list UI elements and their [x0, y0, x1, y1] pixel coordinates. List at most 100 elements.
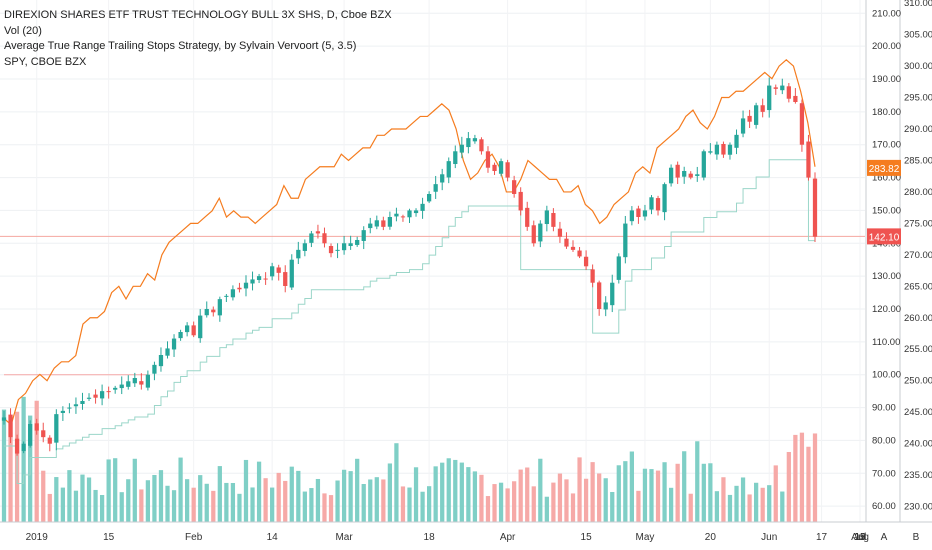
candle-body: [727, 144, 733, 155]
volume-bar: [198, 475, 203, 522]
volume-bar: [328, 495, 334, 522]
candle-body: [47, 437, 52, 444]
candle-body: [41, 430, 46, 438]
candle-body: [407, 210, 412, 218]
volume-bar: [695, 441, 700, 522]
volume-bar: [270, 487, 275, 522]
candle-body: [446, 161, 451, 178]
volume-bar: [21, 396, 26, 522]
left-axis-tick-label: 170.00: [872, 140, 901, 151]
candle-body: [80, 401, 85, 404]
candle-body: [518, 191, 523, 211]
x-tick-label: 20: [705, 532, 717, 543]
x-tick-label: 15: [854, 532, 866, 543]
volume-bar: [453, 459, 458, 522]
volume-bar: [420, 491, 425, 522]
candle-body: [780, 85, 785, 91]
left-axis-tick-label: 120.00: [872, 304, 901, 315]
volume-bar: [426, 486, 432, 522]
volume-bar: [283, 480, 288, 522]
candle-body: [67, 407, 72, 409]
volume-bar: [597, 473, 602, 522]
right-axis-tick-label: 290.00: [904, 124, 932, 135]
volume-bar: [446, 458, 451, 522]
volume-bar: [132, 458, 137, 522]
volume-bar: [512, 481, 517, 522]
candle-body: [485, 151, 491, 168]
volume-bar: [793, 434, 798, 522]
volume-bar: [668, 487, 674, 522]
volume-bar: [243, 459, 249, 522]
candle-body: [734, 134, 739, 148]
candle-body: [381, 220, 386, 227]
volume-bar: [113, 458, 118, 522]
candle-body: [328, 245, 334, 254]
volume-bar: [47, 493, 52, 522]
volume-bar: [525, 467, 530, 522]
candle-body: [374, 220, 379, 227]
candle-body: [714, 144, 720, 155]
left-axis-tick-label: 180.00: [872, 107, 901, 118]
volume-bar: [662, 462, 667, 522]
candle-body: [544, 210, 549, 225]
right-axis-tick-label: 310.00: [904, 0, 932, 9]
volume-bar: [642, 468, 648, 522]
candle-body: [158, 355, 164, 367]
volume-bar: [158, 470, 164, 522]
right-axis-tick-label: 295.00: [904, 93, 932, 104]
candle-body: [217, 299, 222, 316]
candle-body: [459, 144, 464, 153]
volume-bar: [701, 463, 706, 522]
candle-body: [597, 282, 602, 309]
candle-body: [668, 167, 674, 184]
left-axis-tick-label: 160.00: [872, 173, 901, 184]
candle-body: [289, 259, 294, 288]
candle-body: [165, 348, 170, 356]
grid: [0, 0, 865, 522]
volume-bar: [348, 471, 353, 522]
candle-body: [498, 161, 504, 174]
candle-body: [335, 249, 340, 251]
spy-series-line: [3, 58, 816, 426]
candle-body: [466, 138, 471, 148]
candle-body: [773, 87, 778, 89]
volume-bar: [8, 422, 13, 522]
left-axis-tick-label: 190.00: [872, 74, 901, 85]
volume-bar: [237, 493, 242, 522]
right-axis-tick-label: 285.00: [904, 155, 932, 166]
candle-body: [799, 103, 805, 145]
spy-line: [3, 58, 816, 426]
candle-body: [387, 217, 393, 227]
candle-body: [243, 282, 249, 289]
volume-bar: [185, 479, 190, 522]
volume-bar: [106, 459, 111, 522]
left-axis-tick-label: 110.00: [872, 337, 900, 348]
candle-body: [368, 223, 373, 229]
candle-body: [361, 230, 366, 241]
candle-body: [590, 269, 595, 283]
right-axis-letter: B: [913, 532, 920, 543]
tecl-price-badge: [867, 228, 901, 245]
candle-body: [747, 115, 752, 122]
candle-body: [309, 233, 314, 243]
volume-bar: [799, 432, 805, 522]
volume-bar: [165, 485, 170, 522]
trailing-stops: [4, 159, 815, 485]
candle-body: [237, 287, 242, 290]
volume-bar: [767, 485, 772, 522]
candle-body: [348, 243, 353, 247]
volume-bar: [289, 466, 294, 522]
tecl-price-badge-label: 142.10: [869, 232, 900, 243]
volume-bar: [361, 484, 366, 522]
volume-bar: [734, 485, 739, 522]
candle-body: [250, 279, 255, 284]
volume-bar: [688, 493, 693, 522]
candle-body: [701, 151, 706, 178]
x-tick-label: 14: [267, 532, 279, 543]
candle-body: [322, 233, 327, 244]
left-axis-tick-label: 60.00: [872, 501, 896, 512]
volume-bar: [812, 433, 818, 522]
candle-body: [413, 210, 419, 214]
candle-body: [505, 162, 510, 178]
candle-body: [760, 105, 765, 112]
